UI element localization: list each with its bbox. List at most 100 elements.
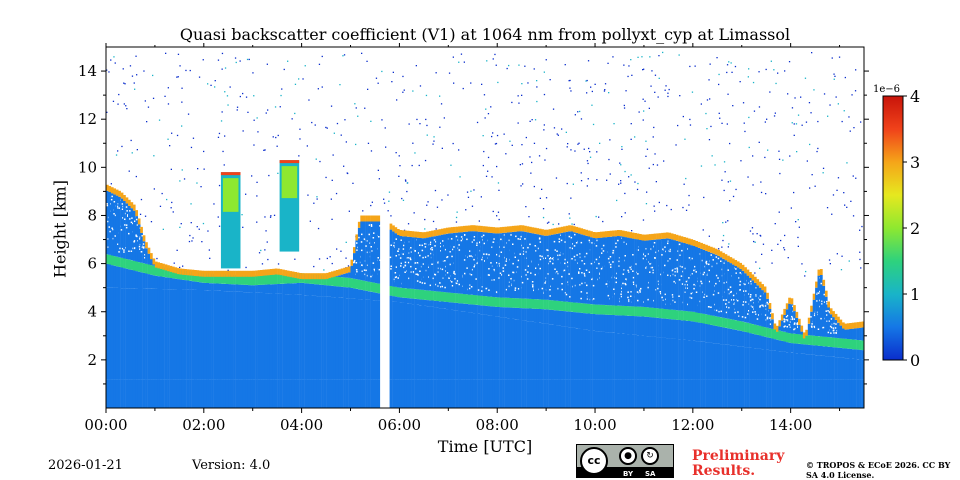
noise-dot bbox=[361, 52, 363, 54]
y-tick-label: 14 bbox=[78, 62, 97, 80]
heatmap-column bbox=[247, 275, 251, 286]
heatmap-column bbox=[810, 379, 813, 408]
noise-dot bbox=[179, 180, 181, 182]
sparse-gap bbox=[446, 272, 449, 274]
heatmap-column bbox=[419, 289, 422, 300]
heatmap-column bbox=[401, 230, 405, 237]
sparse-gap bbox=[794, 327, 796, 330]
heatmap-column bbox=[565, 379, 569, 408]
heatmap-column bbox=[174, 379, 178, 408]
heatmap-column bbox=[732, 264, 735, 320]
heatmap-column bbox=[570, 379, 574, 408]
heatmap-column bbox=[700, 313, 703, 323]
heatmap-column bbox=[445, 379, 449, 408]
heatmap-column bbox=[800, 379, 804, 408]
noise-dot bbox=[135, 55, 137, 57]
noise-dot bbox=[834, 75, 836, 77]
heatmap-column bbox=[331, 276, 334, 286]
heatmap-column bbox=[128, 199, 131, 206]
noise-dot bbox=[143, 70, 145, 72]
heatmap-column bbox=[844, 338, 848, 349]
heatmap-column bbox=[128, 288, 131, 380]
noise-dot bbox=[274, 106, 277, 108]
heatmap-column bbox=[118, 196, 121, 258]
heatmap-column bbox=[245, 292, 249, 380]
heatmap-column bbox=[687, 311, 691, 321]
heatmap-column bbox=[428, 237, 432, 291]
heatmap-column bbox=[658, 379, 662, 408]
sparse-gap bbox=[372, 262, 375, 264]
sparse-gap bbox=[710, 254, 712, 256]
sparse-gap bbox=[728, 306, 730, 309]
heatmap-column bbox=[480, 305, 483, 315]
noise-dot bbox=[645, 203, 648, 205]
sparse-gap bbox=[399, 257, 402, 259]
sparse-gap bbox=[415, 268, 417, 270]
sparse-gap bbox=[748, 282, 750, 284]
noise-dot bbox=[218, 184, 221, 187]
sparse-gap bbox=[584, 275, 586, 277]
heatmap-column bbox=[538, 322, 542, 380]
heatmap-column bbox=[599, 237, 603, 305]
sparse-gap bbox=[558, 238, 561, 240]
noise-dot bbox=[621, 148, 623, 150]
sparse-gap bbox=[560, 239, 563, 242]
sparse-gap bbox=[732, 294, 735, 297]
noise-dot bbox=[520, 185, 522, 187]
heatmap-column bbox=[707, 245, 711, 252]
sparse-gap bbox=[358, 236, 360, 239]
sparse-gap bbox=[599, 273, 601, 275]
noise-dot bbox=[466, 191, 469, 193]
heatmap-column bbox=[705, 314, 708, 324]
heatmap-column bbox=[658, 239, 662, 309]
sparse-gap bbox=[506, 258, 508, 260]
heatmap-column bbox=[717, 326, 720, 344]
heatmap-column bbox=[367, 379, 371, 408]
noise-dot bbox=[624, 212, 626, 214]
heatmap-column bbox=[707, 379, 711, 408]
heatmap-column bbox=[377, 215, 381, 222]
heatmap-column bbox=[465, 312, 469, 380]
heatmap-column bbox=[712, 247, 716, 254]
heatmap-column bbox=[621, 315, 625, 334]
heatmap-column bbox=[176, 269, 180, 279]
heatmap-column bbox=[492, 233, 495, 297]
sparse-gap bbox=[113, 213, 115, 215]
sparse-gap bbox=[583, 263, 586, 265]
heatmap-column bbox=[343, 267, 346, 274]
heatmap-column bbox=[225, 274, 229, 284]
heatmap-column bbox=[521, 225, 525, 232]
noise-dot bbox=[771, 262, 773, 264]
sparse-gap bbox=[476, 242, 478, 244]
noise-dot bbox=[152, 97, 155, 99]
heatmap-column bbox=[827, 337, 830, 347]
heatmap-column bbox=[587, 303, 591, 314]
heatmap-column bbox=[220, 283, 224, 291]
sparse-gap bbox=[502, 270, 505, 272]
heatmap-column bbox=[531, 233, 535, 300]
heatmap-column bbox=[132, 204, 136, 211]
noise-dot bbox=[182, 265, 184, 267]
heatmap-column bbox=[768, 350, 772, 380]
heatmap-column bbox=[624, 231, 628, 238]
noise-dot bbox=[650, 85, 652, 87]
heatmap-column bbox=[218, 290, 222, 380]
heatmap-column bbox=[150, 379, 153, 408]
heatmap-column bbox=[751, 274, 755, 281]
heatmap-column bbox=[389, 379, 393, 408]
heatmap-column bbox=[573, 327, 576, 380]
heatmap-column bbox=[453, 302, 456, 311]
heatmap-column bbox=[575, 328, 579, 380]
heatmap-column bbox=[499, 297, 503, 308]
heatmap-column bbox=[673, 319, 676, 339]
y-tick-label: 6 bbox=[87, 255, 97, 273]
noise-dot bbox=[129, 65, 132, 67]
noise-dot bbox=[426, 134, 428, 136]
heatmap-column bbox=[250, 270, 253, 277]
heatmap-column bbox=[392, 379, 395, 408]
heatmap-column bbox=[343, 273, 346, 278]
heatmap-column bbox=[673, 338, 676, 380]
sparse-gap bbox=[398, 248, 400, 250]
heatmap-column bbox=[206, 283, 209, 291]
noise-dot bbox=[291, 118, 293, 120]
